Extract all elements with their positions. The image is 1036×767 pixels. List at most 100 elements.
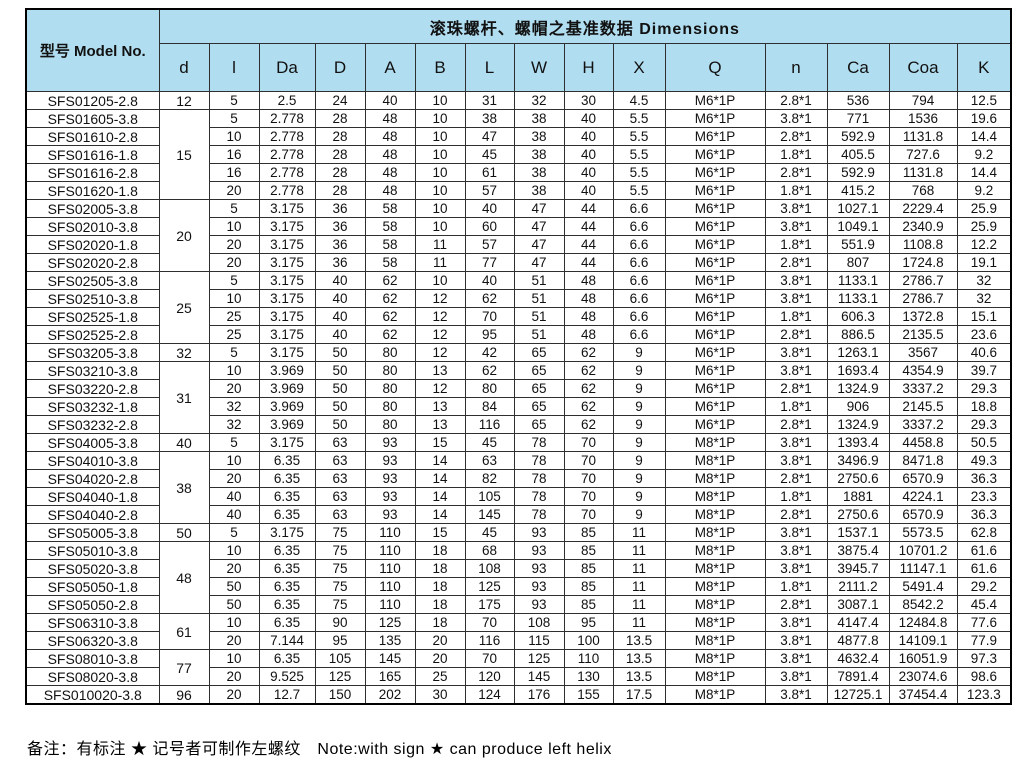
cell-A: 202 (364, 685, 416, 705)
cell-B: 14 (414, 505, 466, 524)
d-value-cell: 15 (158, 109, 210, 200)
table-row: SFS04010-3.8 38 10 6.35 63 93 14 63 78 70 9 M8*1P 3.… (25, 451, 1012, 524)
cell-D: 28 (314, 163, 366, 182)
cell-H: 70 (563, 451, 614, 470)
cell-B: 10 (414, 145, 466, 164)
cell-Q: M6*1P (664, 415, 766, 434)
cell-X: 9 (612, 415, 666, 434)
cell-n: 1.8*1 (764, 397, 828, 416)
cell-H: 30 (563, 91, 614, 110)
col-header-Coa: Coa (888, 43, 958, 92)
cell-X: 11 (612, 595, 666, 614)
cell-Ca: 807 (826, 253, 890, 272)
model-no-cell: SFS03210-3.8 (25, 361, 160, 380)
cell-l: 20 (208, 469, 260, 488)
model-no-cell: SFS01616-1.8 (25, 145, 160, 164)
cell-Da: 6.35 (258, 541, 316, 560)
cell-X: 6.6 (612, 217, 666, 236)
cell-n: 2.8*1 (764, 505, 828, 524)
cell-X: 9 (612, 433, 666, 452)
col-header-d: d (158, 43, 210, 92)
cell-D: 150 (314, 685, 366, 705)
cell-H: 40 (563, 163, 614, 182)
cell-n: 3.8*1 (764, 433, 828, 452)
cell-A: 48 (364, 145, 416, 164)
cell-W: 78 (513, 451, 565, 470)
cell-X: 6.6 (612, 307, 666, 326)
cell-Coa: 4458.8 (888, 433, 958, 452)
cell-B: 20 (414, 649, 466, 668)
cell-Da: 3.969 (258, 415, 316, 434)
cell-L: 80 (464, 379, 515, 398)
cell-W: 38 (513, 145, 565, 164)
table-row: SFS03232-2.8 32 3.969 50 80 13 116 65 62 9 M6*1P 2.… (25, 415, 1012, 434)
footnote: 备注：有标注 ★ 记号者可制作左螺纹 Note:with sign ★ can … (27, 741, 612, 758)
cell-A: 80 (364, 397, 416, 416)
cell-W: 93 (513, 523, 565, 542)
cell-B: 10 (414, 199, 466, 218)
cell-A: 110 (364, 577, 416, 596)
col-header-Q: Q (664, 43, 766, 92)
cell-n: 2.8*1 (764, 469, 828, 488)
table-row: SFS02510-3.8 10 3.175 40 62 12 62 51 48 6.6 M6*1P 3… (25, 289, 1012, 308)
cell-B: 12 (414, 325, 466, 344)
cell-X: 13.5 (612, 649, 666, 668)
cell-Da: 3.175 (258, 325, 316, 344)
cell-Q: M8*1P (664, 541, 766, 560)
cell-Ca: 1881 (826, 487, 890, 506)
cell-D: 63 (314, 433, 366, 452)
cell-K: 97.3 (956, 649, 1012, 668)
cell-K: 32 (956, 289, 1012, 308)
cell-Coa: 2786.7 (888, 271, 958, 290)
cell-K: 19.6 (956, 109, 1012, 128)
model-no-cell: SFS010020-3.8 (25, 685, 160, 705)
d-value-cell: 12 (158, 91, 210, 110)
cell-W: 51 (513, 289, 565, 308)
cell-B: 14 (414, 469, 466, 488)
cell-Ca: 3087.1 (826, 595, 890, 614)
cell-K: 25.9 (956, 217, 1012, 236)
cell-K: 25.9 (956, 199, 1012, 218)
cell-Da: 6.35 (258, 649, 316, 668)
cell-K: 50.5 (956, 433, 1012, 452)
cell-L: 120 (464, 667, 515, 686)
cell-X: 9 (612, 343, 666, 362)
cell-Coa: 8471.8 (888, 451, 958, 470)
cell-Coa: 794 (888, 91, 958, 110)
model-no-cell: SFS02020-2.8 (25, 253, 160, 272)
cell-L: 47 (464, 127, 515, 146)
cell-n: 3.8*1 (764, 361, 828, 380)
cell-K: 61.6 (956, 559, 1012, 578)
cell-l: 5 (208, 271, 260, 290)
cell-Ca: 551.9 (826, 235, 890, 254)
model-no-cell: SFS04005-3.8 (25, 433, 160, 452)
cell-W: 47 (513, 235, 565, 254)
cell-B: 14 (414, 451, 466, 470)
cell-B: 10 (414, 271, 466, 290)
cell-L: 175 (464, 595, 515, 614)
model-no-cell: SFS05010-3.8 (25, 541, 160, 560)
cell-H: 44 (563, 199, 614, 218)
cell-H: 70 (563, 487, 614, 506)
cell-L: 145 (464, 505, 515, 524)
cell-K: 77.6 (956, 613, 1012, 632)
cell-K: 23.3 (956, 487, 1012, 506)
cell-H: 130 (563, 667, 614, 686)
cell-Q: M8*1P (664, 451, 766, 470)
cell-L: 40 (464, 199, 515, 218)
model-no-cell: SFS03232-1.8 (25, 397, 160, 416)
cell-A: 48 (364, 109, 416, 128)
table-row: SFS01610-2.8 10 2.778 28 48 10 47 38 40 5.5 M6*1P 2… (25, 127, 1012, 146)
table-row: SFS05005-3.8 50 5 3.175 75 110 15 45 93 85 11 M8*1P… (25, 523, 1012, 542)
cell-A: 110 (364, 595, 416, 614)
cell-D: 75 (314, 577, 366, 596)
cell-D: 63 (314, 487, 366, 506)
model-column-header: 型号 Model No. (25, 8, 160, 92)
cell-W: 78 (513, 505, 565, 524)
cell-A: 93 (364, 469, 416, 488)
cell-W: 38 (513, 181, 565, 200)
cell-n: 2.8*1 (764, 415, 828, 434)
cell-X: 11 (612, 523, 666, 542)
table-title: 滚珠螺杆、螺帽之基准数据 Dimensions (158, 8, 1012, 44)
model-no-cell: SFS05050-2.8 (25, 595, 160, 614)
